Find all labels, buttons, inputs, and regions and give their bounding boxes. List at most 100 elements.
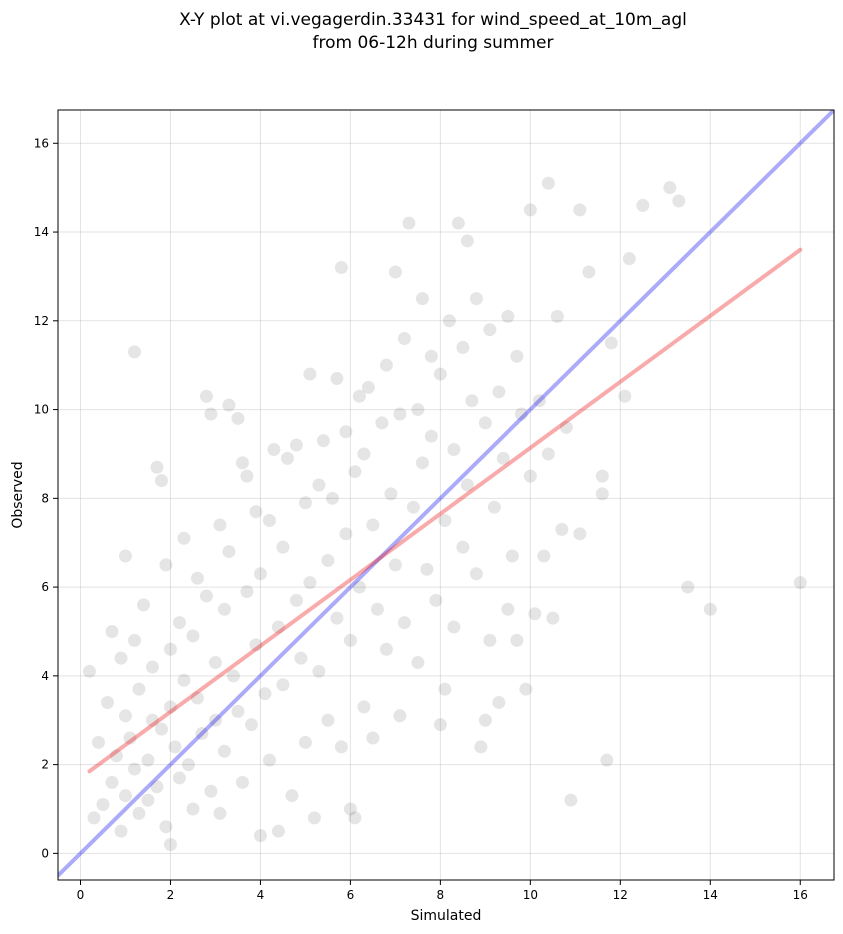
scatter-point (393, 709, 407, 723)
scatter-point (150, 780, 164, 794)
scatter-point (505, 549, 519, 563)
x-tick-label: 6 (347, 888, 355, 902)
scatter-point (240, 585, 254, 599)
scatter-point (550, 309, 564, 323)
scatter-point (532, 394, 546, 408)
y-tick-label: 16 (34, 136, 49, 150)
scatter-point (271, 824, 285, 838)
scatter-point (357, 447, 371, 461)
scatter-point (478, 713, 492, 727)
scatter-point (199, 589, 213, 603)
scatter-point (195, 727, 209, 741)
scatter-point (433, 367, 447, 381)
scatter-point (478, 416, 492, 430)
scatter-point (298, 735, 312, 749)
scatter-point (303, 576, 317, 590)
scatter-point (420, 562, 434, 576)
scatter-point (114, 824, 128, 838)
x-axis-label: Simulated (411, 908, 482, 924)
scatter-point (483, 633, 497, 647)
y-tick-label: 6 (41, 580, 49, 594)
scatter-point (546, 611, 560, 625)
scatter-point (352, 580, 366, 594)
scatter-point (370, 602, 384, 616)
scatter-point (190, 691, 204, 705)
scatter-point (226, 669, 240, 683)
scatter-point (316, 434, 330, 448)
scatter-point (217, 744, 231, 758)
scatter-point (600, 753, 614, 767)
scatter-point (361, 380, 375, 394)
scatter-point (388, 558, 402, 572)
scatter-point (312, 664, 326, 678)
scatter-point (136, 598, 150, 612)
scatter-point (388, 265, 402, 279)
scatter-point (339, 425, 353, 439)
scatter-point (397, 332, 411, 346)
scatter-point (159, 558, 173, 572)
scatter-point (114, 651, 128, 665)
scatter-point (127, 633, 141, 647)
scatter-point (262, 514, 276, 528)
scatter-point (253, 829, 267, 843)
scatter-point (339, 527, 353, 541)
scatter-point (312, 478, 326, 492)
scatter-point (397, 616, 411, 630)
scatter-point (271, 620, 285, 634)
scatter-point (249, 505, 263, 519)
scatter-point (469, 567, 483, 581)
y-tick-label: 10 (34, 403, 49, 417)
scatter-point (244, 718, 258, 732)
scatter-point (159, 820, 173, 834)
scatter-point (145, 660, 159, 674)
scatter-point (582, 265, 596, 279)
scatter-point (618, 389, 632, 403)
scatter-point (411, 656, 425, 670)
scatter-point (501, 309, 515, 323)
y-tick-label: 0 (41, 846, 49, 860)
scatter-point (163, 642, 177, 656)
scatter-point (199, 389, 213, 403)
scatter-point (96, 798, 110, 812)
scatter-point (474, 740, 488, 754)
scatter-point (604, 336, 618, 350)
scatter-point (528, 607, 542, 621)
scatter-point (411, 403, 425, 417)
scatter-point (262, 753, 276, 767)
scatter-point (253, 567, 267, 581)
scatter-point (127, 345, 141, 359)
y-tick-label: 2 (41, 758, 49, 772)
identity-line (58, 110, 834, 878)
scatter-point (366, 518, 380, 532)
scatter-point (393, 407, 407, 421)
x-tick-label: 0 (77, 888, 85, 902)
scatter-point (240, 469, 254, 483)
scatter-point (303, 367, 317, 381)
scatter-point (267, 443, 281, 457)
scatter-point (573, 527, 587, 541)
x-axis-ticks: 0 2 4 6 8 10 12 14 16 (77, 880, 808, 902)
scatter-point (447, 620, 461, 634)
scatter-point (154, 474, 168, 488)
scatter-point (456, 340, 470, 354)
scatter-point (523, 203, 537, 217)
scatter-points (82, 176, 807, 851)
scatter-point (294, 651, 308, 665)
scatter-point (222, 545, 236, 559)
scatter-point (154, 722, 168, 736)
x-tick-label: 12 (613, 888, 628, 902)
scatter-point (105, 624, 119, 638)
scatter-point (177, 531, 191, 545)
scatter-point (424, 349, 438, 363)
scatter-point (460, 234, 474, 248)
scatter-point (672, 194, 686, 208)
scatter-point (163, 700, 177, 714)
x-tick-label: 4 (257, 888, 265, 902)
scatter-point (622, 252, 636, 266)
scatter-point (208, 713, 222, 727)
scatter-point (289, 438, 303, 452)
scatter-point (321, 713, 335, 727)
scatter-point (415, 456, 429, 470)
scatter-point (442, 314, 456, 328)
